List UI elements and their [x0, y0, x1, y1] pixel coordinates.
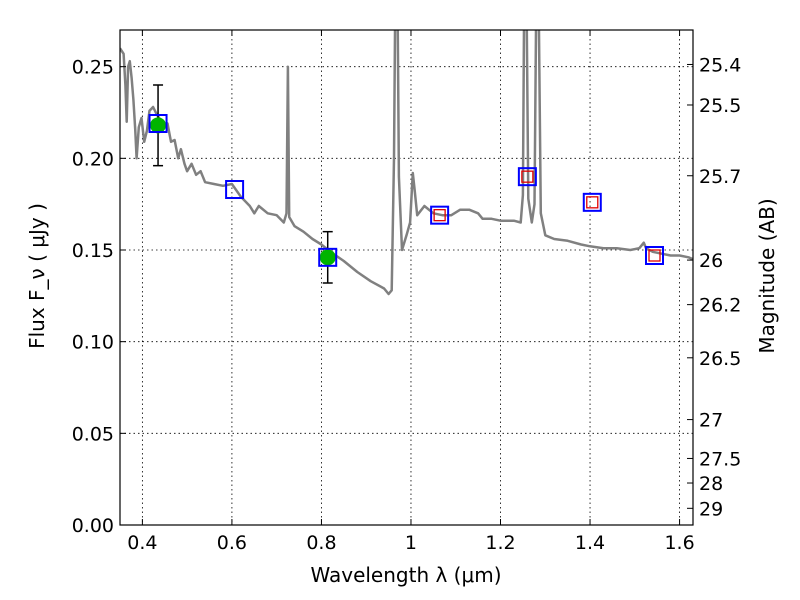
y-axis-ticks: 0.00 0.05 0.10 0.15 0.20 0.25	[72, 57, 126, 537]
y-tick-label: 0.15	[72, 240, 114, 262]
right-tick-label: 25.4	[699, 54, 741, 76]
right-tick-label: 27	[699, 410, 723, 432]
y-tick-label: 0.25	[72, 57, 114, 79]
upper-limit-marker	[433, 209, 446, 222]
right-tick-label: 26	[699, 250, 723, 272]
x-axis-label: Wavelength λ (μm)	[310, 563, 501, 587]
right-tick-label: 25.7	[699, 166, 741, 188]
upper-limit-marker	[586, 196, 599, 209]
grid-lines	[120, 30, 693, 525]
x-tick-label: 1.2	[485, 532, 515, 554]
x-tick-label: 0.8	[306, 532, 336, 554]
right-tick-label: 29	[699, 498, 723, 520]
right-axis-ticks: 25.4 25.5 25.7 26 26.2 26.5 27 27.5 28 29	[687, 54, 741, 520]
x-tick-label: 1	[405, 532, 417, 554]
y-axis-label: Flux F_ν ( μJy )	[25, 203, 49, 349]
right-tick-label: 28	[699, 473, 723, 495]
observed-flux-point	[319, 249, 336, 266]
right-tick-label: 26.2	[699, 295, 741, 317]
model-photometry-square	[318, 247, 338, 267]
upper-limit-marker	[648, 249, 661, 262]
model-photometry-square	[148, 114, 168, 133]
model-photometry-square	[645, 246, 665, 265]
right-tick-label: 27.5	[699, 448, 741, 470]
model-photometry-square	[517, 167, 537, 187]
y-tick-label: 0.00	[72, 515, 114, 537]
observed-flux-point	[150, 117, 167, 134]
y-tick-label: 0.10	[72, 332, 114, 354]
x-tick-label: 0.6	[217, 532, 247, 554]
x-tick-label: 1.4	[575, 532, 605, 554]
plot-frame	[119, 29, 694, 526]
y-tick-label: 0.05	[72, 423, 114, 445]
right-tick-label: 25.5	[699, 95, 741, 117]
x-tick-label: 0.4	[127, 532, 157, 554]
photometry-markers	[148, 84, 665, 284]
model-photometry-square	[225, 180, 245, 199]
upper-limit-marker	[521, 170, 534, 183]
model-photometry-square	[582, 192, 602, 212]
x-tick-label: 1.6	[664, 532, 694, 554]
x-axis-ticks: 0.4 0.6 0.8 1 1.2 1.4 1.6	[127, 30, 695, 554]
right-axis-label: Magnitude (AB)	[755, 198, 779, 353]
y-tick-label: 0.20	[72, 148, 114, 170]
right-tick-label: 26.5	[699, 348, 741, 370]
model-photometry-square	[430, 205, 450, 225]
